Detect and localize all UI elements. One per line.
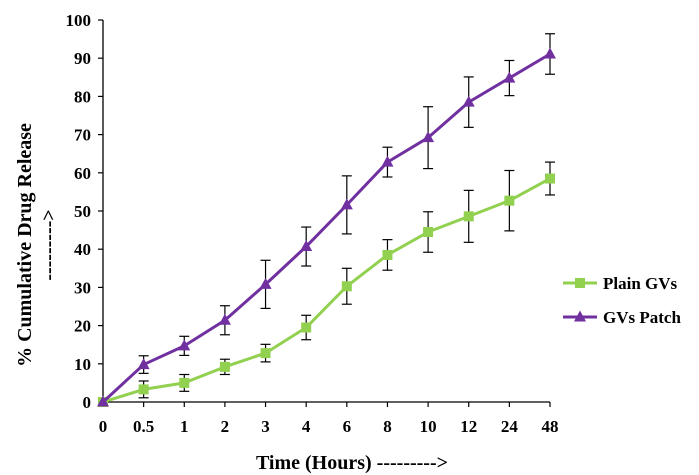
series-line	[101, 52, 551, 404]
y-tick-label: 60	[74, 164, 91, 183]
data-point	[300, 240, 313, 252]
data-point	[422, 131, 435, 143]
y-tick-label: 30	[74, 278, 91, 297]
x-tick-label: 3	[261, 417, 270, 436]
y-tick-label: 80	[74, 87, 91, 106]
data-point	[301, 322, 312, 333]
x-tick-label: 48	[542, 417, 559, 436]
y-tick-label: 20	[74, 317, 91, 336]
y-tick-label: 40	[74, 240, 91, 259]
y-tick-label: 70	[74, 126, 91, 145]
y-axis-title: % Cumulative Drug Release	[14, 123, 36, 367]
x-tick-label: 0.5	[133, 417, 154, 436]
data-point	[544, 47, 556, 59]
legend-marker	[574, 310, 586, 322]
y-tick-label: 50	[74, 202, 91, 221]
x-tick-label: 0	[99, 417, 108, 436]
data-point	[381, 155, 394, 167]
data-point	[97, 395, 109, 407]
data-point	[137, 358, 150, 370]
data-point	[463, 211, 474, 222]
data-point	[259, 277, 272, 289]
y-tick-label: 90	[74, 49, 91, 68]
legend-label: GVs Patch	[603, 308, 681, 327]
data-point	[218, 313, 231, 325]
x-axis-title: Time (Hours) --------->	[256, 452, 448, 474]
series-1	[97, 33, 556, 407]
y-axis-title-arrow: --------->	[38, 209, 60, 280]
data-point	[219, 361, 230, 372]
series-0	[98, 161, 555, 407]
y-tick-label: 10	[74, 355, 91, 374]
x-tick-label: 10	[420, 417, 437, 436]
legend-label: Plain GVs	[603, 274, 678, 293]
data-point	[462, 95, 475, 107]
x-tick-label: 6	[343, 417, 352, 436]
legend: Plain GVs GVs Patch	[563, 274, 681, 327]
y-axis-title-group: % Cumulative Drug Release --------->	[14, 123, 60, 367]
legend-marker	[575, 278, 585, 288]
data-point	[178, 339, 191, 351]
data-point	[545, 173, 555, 184]
data-point	[260, 348, 271, 359]
series-layer	[97, 33, 556, 407]
x-tick-label: 2	[221, 417, 230, 436]
data-point	[179, 377, 190, 388]
x-tick-label: 4	[302, 417, 311, 436]
y-axis-ticks: 0 10 20 30 40 50 60 70 80 90 100	[66, 11, 103, 412]
data-point	[340, 198, 353, 210]
data-point	[503, 71, 516, 83]
x-tick-label: 1	[180, 417, 189, 436]
data-point	[341, 281, 352, 292]
x-axis-ticks: 0 0.5 1 2 3 4 6 8 10 12 24 48	[99, 402, 559, 436]
x-tick-label: 24	[501, 417, 519, 436]
x-tick-label: 8	[383, 417, 392, 436]
y-tick-label: 0	[83, 393, 92, 412]
series-line	[102, 177, 551, 404]
data-point	[423, 227, 434, 238]
x-tick-label: 12	[460, 417, 477, 436]
data-point	[504, 195, 515, 206]
y-tick-label: 100	[66, 11, 92, 30]
data-point	[138, 384, 149, 395]
data-point	[382, 249, 393, 260]
